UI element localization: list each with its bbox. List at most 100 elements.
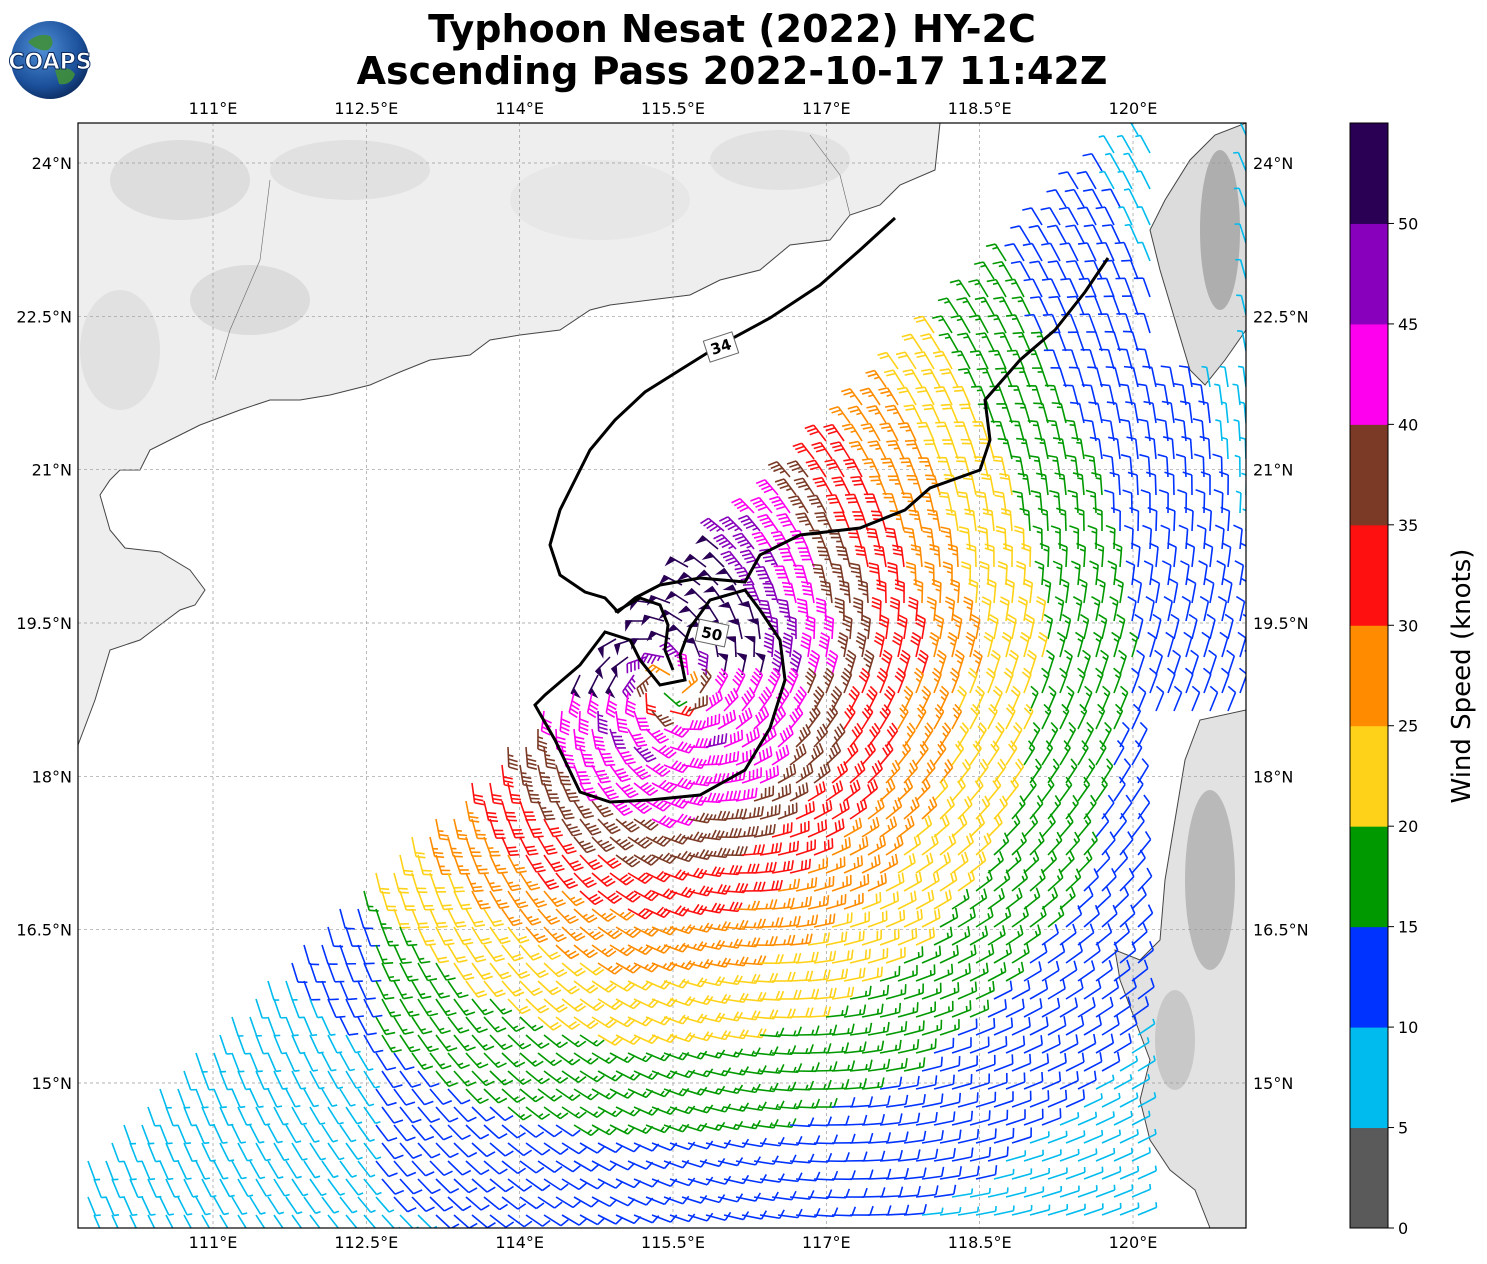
wind-barb (1019, 507, 1031, 532)
wind-barb (843, 779, 861, 802)
wind-barb (1021, 667, 1032, 694)
colorbar-tick-label: 15 (1398, 918, 1418, 937)
wind-barb (1125, 401, 1139, 424)
wind-barb (834, 597, 845, 622)
wind-barb (1163, 595, 1173, 622)
wind-barb (1094, 542, 1105, 568)
wind-barb (830, 685, 843, 712)
colorbar-tick-label: 45 (1398, 315, 1418, 334)
wind-barb (1162, 436, 1175, 460)
wind-barb (1201, 365, 1211, 388)
wind-barb (587, 674, 599, 699)
wind-barb (1010, 455, 1025, 478)
wind-barb (1118, 649, 1127, 676)
wind-barb (1123, 152, 1139, 172)
wind-barb (1077, 206, 1097, 226)
wind-barb (1180, 400, 1193, 424)
wind-barb (863, 493, 881, 514)
wind-barb (1048, 295, 1067, 316)
wind-barb (913, 579, 924, 604)
wind-barb (972, 421, 989, 442)
wind-barb (1245, 686, 1246, 711)
wind-barb (1126, 436, 1139, 460)
wind-barb (969, 703, 980, 730)
wind-barb (1092, 507, 1103, 532)
wind-barb (762, 582, 779, 604)
wind-barb (717, 601, 737, 622)
wind-barb (1104, 330, 1121, 352)
wind-barb (899, 649, 911, 676)
wind-barb (938, 491, 953, 514)
wind-barb (1170, 613, 1180, 640)
wind-barb (1113, 703, 1124, 730)
wind-barb (1097, 277, 1115, 298)
wind-barb (1224, 613, 1234, 640)
wind-barb (1100, 383, 1115, 406)
wind-barb (1096, 578, 1106, 604)
wind-barb (1143, 400, 1157, 424)
lon-tick-label-top: 112.5°E (334, 99, 398, 118)
wind-barb (903, 722, 916, 748)
wind-barb (771, 705, 787, 730)
wind-barb (578, 710, 589, 736)
wind-barb (1135, 348, 1151, 370)
wind-barb (1213, 488, 1224, 514)
wind-barb (1082, 188, 1103, 208)
wind-barb (1145, 471, 1157, 496)
colorbar-tick-label: 20 (1398, 817, 1418, 836)
wind-barb (695, 535, 719, 550)
wind-barb (910, 544, 923, 568)
wind-barb (903, 404, 923, 424)
wind-barb (1008, 385, 1025, 406)
wind-barb (1062, 349, 1079, 370)
wind-barb (785, 667, 799, 694)
wind-barb (465, 800, 480, 823)
wind-barb (786, 460, 809, 478)
wind-barb (842, 614, 853, 640)
colorbar: 0 5 10 15 20 25 30 35 40 45 50 (1349, 122, 1418, 1238)
wind-barb (1235, 490, 1242, 514)
wind-barb (1098, 348, 1115, 370)
wind-barb (986, 278, 1007, 298)
wind-barb (843, 704, 856, 730)
wind-barb (831, 761, 849, 784)
wind-barb (753, 746, 773, 766)
wind-barb (1218, 471, 1230, 496)
wind-barb (1077, 667, 1086, 694)
wind-barb (594, 656, 611, 680)
wind-barb (605, 692, 618, 718)
wind-barb (897, 422, 917, 442)
wind-barb (597, 710, 608, 735)
wind-barb (763, 632, 775, 658)
wind-barb (835, 545, 851, 568)
wind-barb (735, 787, 758, 802)
wind-barb (952, 385, 971, 406)
wind-barb (933, 740, 947, 766)
wind-barb (813, 761, 831, 784)
wind-barb (682, 637, 701, 658)
wind-barb (1079, 313, 1097, 334)
wind-barb (1131, 739, 1143, 766)
wind-barb (812, 476, 833, 496)
wind-barb (933, 614, 945, 640)
latitude-ticks-left: 24°N 22.5°N 21°N 19.5°N 18°N 16.5°N 15°N (16, 154, 72, 1093)
wind-barb (951, 777, 966, 802)
wind-barb (1234, 223, 1246, 244)
wind-barb (886, 439, 905, 460)
colorbar-segment (1350, 524, 1388, 626)
wind-barb (1172, 649, 1182, 676)
wind-barb (951, 740, 965, 766)
wind-barb (1054, 596, 1065, 622)
wind-barb (1199, 595, 1210, 622)
wind-barb (871, 596, 882, 622)
wind-barb (933, 386, 953, 406)
wind-barb (1032, 367, 1049, 388)
wind-barb (896, 386, 917, 406)
wind-barb (758, 686, 773, 712)
colorbar-segment (1350, 625, 1388, 727)
wind-barb (1127, 595, 1137, 622)
wind-barb (1059, 242, 1079, 262)
wind-barb (1135, 134, 1151, 154)
wind-barb (1154, 649, 1163, 676)
wind-barb (771, 783, 792, 802)
